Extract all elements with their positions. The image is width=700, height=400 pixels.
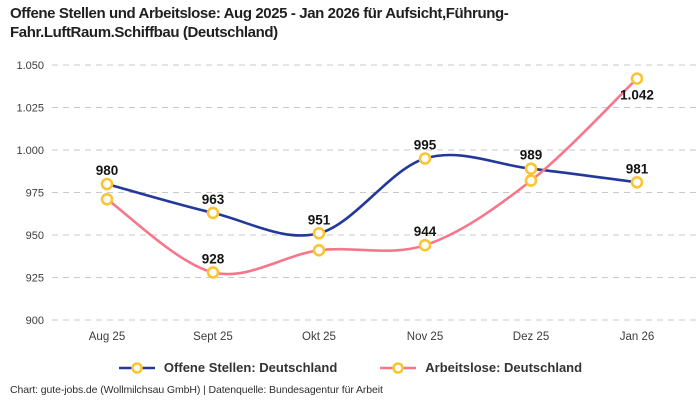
legend-line-marker-icon [118, 361, 155, 374]
data-point-marker [418, 238, 432, 252]
x-axis-tick-label: Jan 26 [620, 331, 655, 343]
data-point-marker [524, 162, 538, 175]
chart-legend: Offene Stellen: Deutschland Arbeitslose:… [0, 360, 700, 375]
series-line-0 [105, 153, 639, 237]
data-point-label: 951 [308, 212, 331, 227]
y-axis-tick-label: 900 [26, 315, 44, 327]
data-point-marker [630, 72, 644, 85]
data-point-label: 981 [626, 161, 649, 176]
data-point-label: 928 [202, 251, 225, 266]
y-axis-tick-label: 975 [26, 188, 44, 200]
data-point-label: 963 [202, 192, 225, 207]
data-point-marker [206, 266, 220, 279]
data-point-marker [100, 177, 114, 191]
legend-marker-circle-icon [392, 361, 405, 374]
data-point-marker [312, 244, 326, 257]
line-chart-plot: 900 925 950 975 1.000 1.025 1.050 Aug 25 Sept 25… [16, 60, 698, 343]
data-point-marker [206, 206, 220, 220]
data-point-marker [524, 174, 538, 187]
legend-marker-circle-icon [131, 361, 143, 374]
chart-title: Offene Stellen und Arbeitslose: Aug 2025… [10, 5, 509, 41]
chart-source-attribution: Chart: gute-jobs.de (Wollmilchsau GmbH) … [10, 384, 383, 396]
legend-item-arbeitslose: Arbeitslose: Deutschland [379, 360, 582, 375]
x-axis-tick-label: Nov 25 [407, 331, 443, 343]
data-point-label: 1.042 [620, 88, 654, 103]
series-line-1 [105, 77, 639, 276]
x-axis-tick-label: Dez 25 [513, 331, 549, 343]
legend-line-marker-icon [380, 361, 417, 374]
data-point-label: 989 [520, 148, 543, 163]
data-point-marker [630, 176, 644, 189]
x-axis-tick-label: Sept 25 [193, 331, 233, 343]
y-axis-tick-label: 925 [26, 273, 44, 285]
legend-label-offene-stellen: Offene Stellen: Deutschland [163, 360, 338, 375]
y-axis-tick-label: 950 [26, 230, 44, 242]
y-axis-tick-label: 1.025 [16, 103, 44, 115]
legend-label-arbeitslose: Arbeitslose: Deutschland [425, 360, 583, 375]
x-axis-tick-label: Okt 25 [302, 331, 336, 343]
y-axis-tick-label: 1.000 [16, 145, 44, 157]
y-axis-tick-label: 1.050 [16, 60, 44, 72]
x-axis-tick-label: Aug 25 [89, 331, 125, 343]
data-point-marker [418, 152, 432, 165]
data-point-label: 980 [96, 163, 119, 178]
data-point-marker [312, 227, 326, 240]
data-point-label: 995 [414, 138, 437, 153]
legend-item-offene-stellen: Offene Stellen: Deutschland [118, 360, 337, 375]
data-point-label: 944 [414, 224, 437, 239]
data-point-marker [100, 193, 114, 206]
